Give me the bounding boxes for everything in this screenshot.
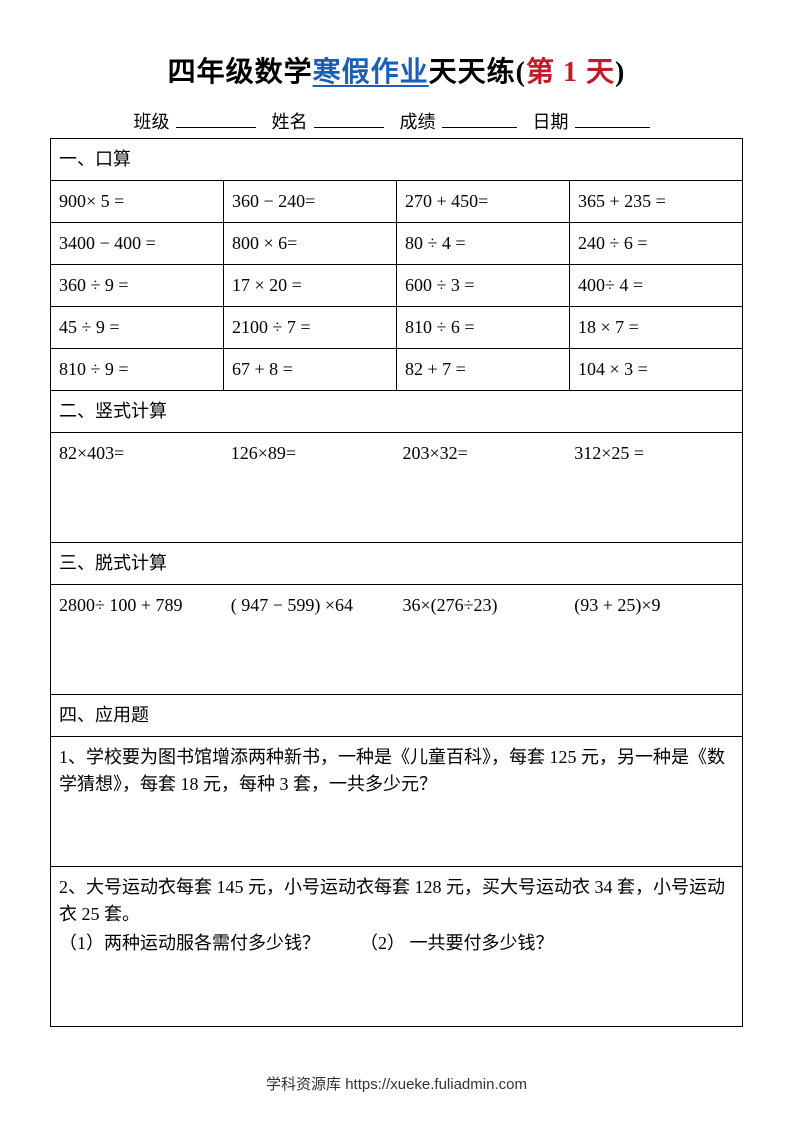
section-2-head: 二、竖式计算 — [51, 391, 743, 433]
word-problem-1: 1、学校要为图书馆增添两种新书，一种是《儿童百科》，每套 125 元，另一种是《… — [51, 737, 743, 867]
mental-cell: 3400 − 400 = — [51, 223, 224, 265]
word-problem-2: 2、大号运动衣每套 145 元，小号运动衣每套 128 元，买大号运动衣 34 … — [51, 867, 743, 1027]
title-prefix: 四年级数学 — [168, 57, 313, 88]
title-highlight: 寒假作业 — [313, 57, 429, 88]
title-day: 第 1 天 — [526, 57, 615, 88]
score-label: 成绩 — [400, 108, 436, 134]
step-item: (93 + 25)×9 — [574, 592, 734, 619]
vertical-item: 203×32= — [403, 440, 563, 467]
page-title: 四年级数学寒假作业天天练(第 1 天) — [50, 50, 743, 90]
mental-cell: 600 ÷ 3 = — [397, 265, 570, 307]
mental-cell: 104 × 3 = — [570, 349, 743, 391]
name-blank — [314, 108, 384, 128]
class-blank — [176, 108, 256, 128]
title-mid: 天天练( — [429, 57, 526, 88]
mental-cell: 270 + 450= — [397, 181, 570, 223]
score-blank — [442, 108, 517, 128]
date-blank — [575, 108, 650, 128]
mental-cell: 45 ÷ 9 = — [51, 307, 224, 349]
name-label: 姓名 — [272, 108, 308, 134]
vertical-item: 82×403= — [59, 440, 219, 467]
mental-cell: 360 ÷ 9 = — [51, 265, 224, 307]
footer-text: 学科资源库 https://xueke.fuliadmin.com — [0, 1073, 793, 1094]
mental-cell: 82 + 7 = — [397, 349, 570, 391]
mental-cell: 240 ÷ 6 = — [570, 223, 743, 265]
step-calc-row: 2800÷ 100 + 789 ( 947 − 599) ×64 36×(276… — [51, 585, 743, 695]
date-label: 日期 — [533, 108, 569, 134]
mental-cell: 360 − 240= — [224, 181, 397, 223]
title-suffix: ) — [615, 57, 625, 88]
info-row: 班级 姓名 成绩 日期 — [50, 108, 743, 134]
word-p2-line1: 2、大号运动衣每套 145 元，小号运动衣每套 128 元，买大号运动衣 34 … — [59, 874, 734, 928]
step-item: 2800÷ 100 + 789 — [59, 592, 219, 619]
mental-cell: 2100 ÷ 7 = — [224, 307, 397, 349]
mental-cell: 400÷ 4 = — [570, 265, 743, 307]
mental-cell: 67 + 8 = — [224, 349, 397, 391]
vertical-calc-row: 82×403= 126×89= 203×32= 312×25 = — [51, 433, 743, 543]
mental-cell: 900× 5 = — [51, 181, 224, 223]
mental-cell: 810 ÷ 9 = — [51, 349, 224, 391]
worksheet-table: 一、口算 900× 5 = 360 − 240= 270 + 450= 365 … — [50, 138, 743, 1027]
section-1-head: 一、口算 — [51, 139, 743, 181]
vertical-item: 312×25 = — [574, 440, 734, 467]
mental-cell: 810 ÷ 6 = — [397, 307, 570, 349]
mental-cell: 800 × 6= — [224, 223, 397, 265]
step-item: 36×(276÷23) — [403, 592, 563, 619]
word-p2-q2: （2） 一共要付多少钱？ — [360, 930, 554, 957]
mental-cell: 80 ÷ 4 = — [397, 223, 570, 265]
word-p2-q1: （1）两种运动服各需付多少钱？ — [59, 930, 320, 957]
step-item: ( 947 − 599) ×64 — [231, 592, 391, 619]
mental-cell: 17 × 20 = — [224, 265, 397, 307]
section-3-head: 三、脱式计算 — [51, 543, 743, 585]
mental-cell: 18 × 7 = — [570, 307, 743, 349]
section-4-head: 四、应用题 — [51, 695, 743, 737]
vertical-item: 126×89= — [231, 440, 391, 467]
mental-cell: 365 + 235 = — [570, 181, 743, 223]
class-label: 班级 — [134, 108, 170, 134]
